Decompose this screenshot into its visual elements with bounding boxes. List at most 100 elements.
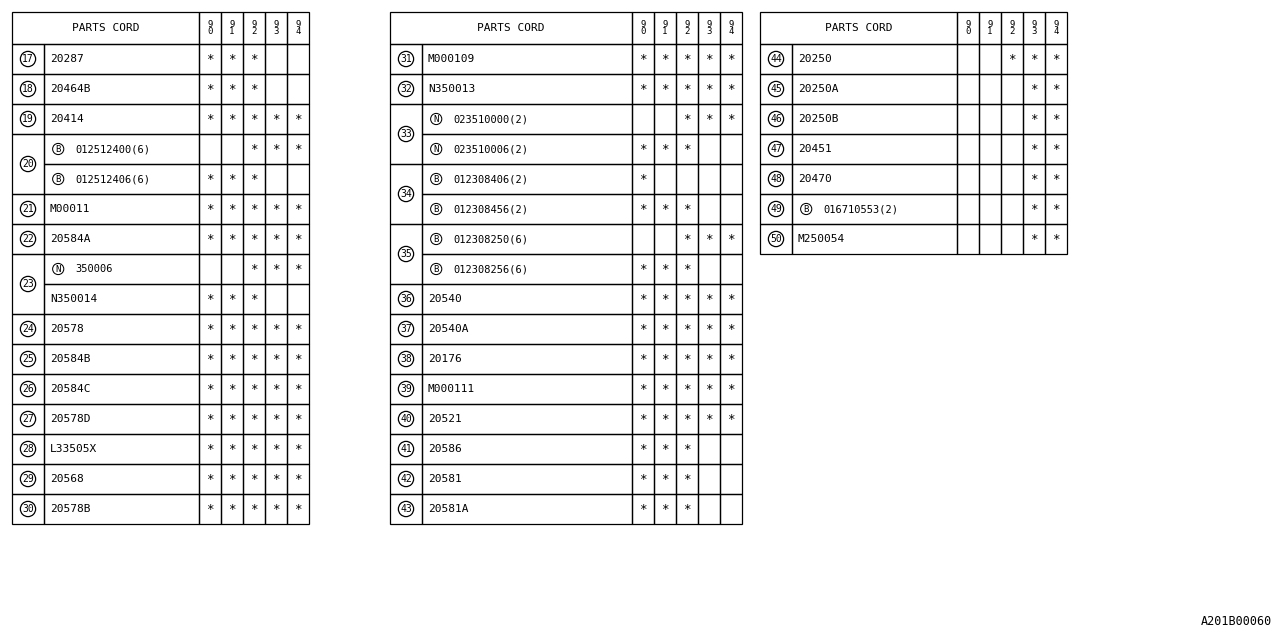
Bar: [792, 44, 957, 74]
Bar: [760, 164, 792, 194]
Text: 20250A: 20250A: [797, 84, 838, 94]
Text: A201B00060: A201B00060: [1201, 615, 1272, 628]
Text: *: *: [727, 292, 735, 305]
Bar: [676, 254, 698, 284]
Bar: [719, 224, 742, 254]
Text: *: *: [1009, 52, 1016, 65]
Bar: [1023, 44, 1044, 74]
Text: *: *: [273, 323, 280, 335]
Bar: [698, 494, 719, 524]
Text: *: *: [251, 292, 257, 305]
Text: *: *: [228, 52, 236, 65]
Text: *: *: [228, 502, 236, 515]
Text: 46: 46: [771, 114, 782, 124]
Bar: [221, 74, 243, 104]
Bar: [654, 374, 676, 404]
Text: *: *: [228, 472, 236, 486]
Bar: [198, 464, 221, 494]
Bar: [390, 314, 422, 344]
Text: 30: 30: [22, 504, 33, 514]
Text: B: B: [434, 234, 439, 243]
Text: N: N: [434, 115, 439, 124]
Text: *: *: [228, 232, 236, 246]
Bar: [760, 194, 792, 224]
Text: 20451: 20451: [797, 144, 832, 154]
Bar: [422, 74, 632, 104]
Text: *: *: [727, 383, 735, 396]
Bar: [12, 44, 44, 74]
Bar: [676, 284, 698, 314]
Text: 35: 35: [401, 249, 412, 259]
Bar: [654, 284, 676, 314]
Bar: [265, 464, 287, 494]
Text: *: *: [684, 83, 691, 95]
Bar: [719, 464, 742, 494]
Text: 43: 43: [401, 504, 412, 514]
Text: *: *: [251, 143, 257, 156]
Bar: [676, 164, 698, 194]
Text: *: *: [273, 232, 280, 246]
Bar: [221, 404, 243, 434]
Bar: [1023, 134, 1044, 164]
Text: 21: 21: [22, 204, 33, 214]
Bar: [979, 224, 1001, 254]
Bar: [198, 44, 221, 74]
Text: 20578B: 20578B: [50, 504, 91, 514]
Bar: [792, 74, 957, 104]
Bar: [287, 344, 308, 374]
Bar: [221, 464, 243, 494]
Text: *: *: [228, 413, 236, 426]
Text: *: *: [705, 113, 713, 125]
Bar: [1044, 12, 1068, 44]
Text: *: *: [1052, 52, 1060, 65]
Text: *: *: [206, 502, 214, 515]
Bar: [422, 494, 632, 524]
Text: B: B: [434, 175, 439, 184]
Bar: [287, 104, 308, 134]
Bar: [12, 134, 44, 194]
Text: 18: 18: [22, 84, 33, 94]
Bar: [792, 194, 957, 224]
Bar: [422, 104, 632, 134]
Bar: [265, 434, 287, 464]
Bar: [676, 404, 698, 434]
Bar: [1044, 104, 1068, 134]
Text: 33: 33: [401, 129, 412, 139]
Text: 20540A: 20540A: [428, 324, 468, 334]
Bar: [632, 164, 654, 194]
Bar: [422, 434, 632, 464]
Bar: [198, 374, 221, 404]
Bar: [979, 194, 1001, 224]
Text: B: B: [55, 145, 61, 154]
Bar: [719, 74, 742, 104]
Bar: [243, 314, 265, 344]
Text: *: *: [273, 143, 280, 156]
Bar: [979, 44, 1001, 74]
Text: 20464B: 20464B: [50, 84, 91, 94]
Text: 9
3: 9 3: [274, 20, 279, 36]
Text: *: *: [251, 502, 257, 515]
Bar: [676, 12, 698, 44]
Text: *: *: [727, 113, 735, 125]
Bar: [698, 464, 719, 494]
Text: *: *: [639, 262, 646, 275]
Bar: [287, 374, 308, 404]
Text: 012308456(2): 012308456(2): [453, 204, 529, 214]
Bar: [1023, 104, 1044, 134]
Text: *: *: [294, 383, 302, 396]
Bar: [12, 314, 44, 344]
Text: *: *: [662, 353, 668, 365]
Bar: [243, 374, 265, 404]
Bar: [632, 254, 654, 284]
Text: 32: 32: [401, 84, 412, 94]
Bar: [287, 284, 308, 314]
Bar: [44, 404, 198, 434]
Text: 9
4: 9 4: [1053, 20, 1059, 36]
Bar: [957, 194, 979, 224]
Text: 49: 49: [771, 204, 782, 214]
Bar: [1001, 12, 1023, 44]
Text: *: *: [639, 383, 646, 396]
Bar: [287, 12, 308, 44]
Bar: [760, 224, 792, 254]
Bar: [422, 314, 632, 344]
